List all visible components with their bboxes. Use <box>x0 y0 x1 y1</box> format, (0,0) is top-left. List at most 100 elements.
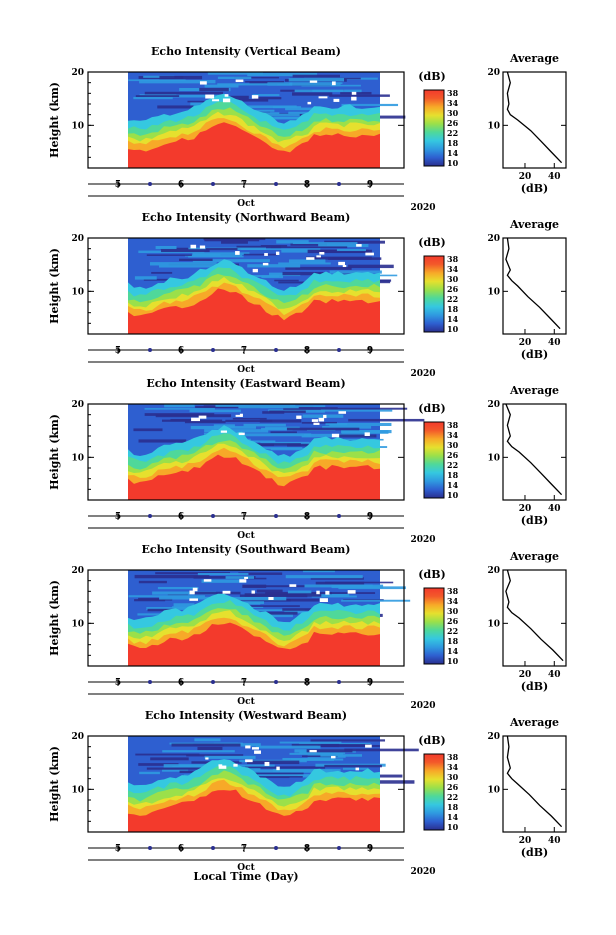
heatmap-streak <box>299 751 346 754</box>
x-tick-label: 6 <box>178 346 184 356</box>
average-y-tick-label: 20 <box>487 68 500 78</box>
colorbar-tick-label: 34 <box>447 596 459 606</box>
colorbar-tick-label: 10 <box>447 158 459 168</box>
heatmap-streak <box>238 572 283 575</box>
axes-frame <box>87 71 405 169</box>
colorbar-tick-label: 26 <box>447 284 459 294</box>
average-profile-line <box>506 71 563 164</box>
colorbar-tick-label: 38 <box>447 752 459 762</box>
missing-data <box>245 759 253 763</box>
half-day-marker <box>274 680 278 684</box>
heatmap-streak <box>179 258 213 262</box>
colorbar-tick-label: 10 <box>447 490 459 500</box>
heatmap-streak <box>188 255 244 258</box>
heatmap-streak <box>269 410 306 413</box>
missing-data <box>251 95 259 99</box>
heatmap-streak <box>179 770 207 773</box>
missing-data <box>254 750 261 754</box>
heatmap-field <box>128 570 411 666</box>
missing-data <box>276 766 280 771</box>
missing-data <box>191 417 201 422</box>
missing-data <box>351 91 357 95</box>
heatmap-streak <box>245 433 312 437</box>
half-day-marker <box>274 514 278 518</box>
heatmap-field <box>128 736 419 832</box>
heatmap-streak <box>305 256 372 260</box>
heatmap-streak <box>286 427 360 431</box>
heatmap-streak <box>155 572 231 575</box>
heatmap-streak <box>344 748 419 752</box>
heatmap-streak <box>260 244 288 247</box>
missing-data <box>251 747 259 750</box>
heatmap-streak <box>274 116 304 120</box>
missing-data <box>331 433 340 438</box>
heatmap-streak <box>207 72 264 75</box>
colorbar <box>423 753 445 831</box>
colorbar-label: (dB) <box>418 402 445 415</box>
heatmap-streak <box>255 745 321 749</box>
colorbar-tick-label: 26 <box>447 782 459 792</box>
heatmap-field <box>128 238 398 334</box>
average-title: Average <box>509 52 559 65</box>
missing-data <box>325 590 330 595</box>
average-x-tick-label: 20 <box>519 504 532 514</box>
year-label: 2020 <box>410 867 435 877</box>
heatmap-streak <box>214 426 256 429</box>
heatmap-streak <box>133 428 163 432</box>
heatmap-streak <box>242 584 267 588</box>
missing-data <box>268 597 274 600</box>
missing-data <box>306 257 315 260</box>
heatmap-streak <box>144 408 215 410</box>
heatmap-streak <box>256 589 283 593</box>
year-label: 2020 <box>410 203 435 213</box>
heatmap-streak <box>270 246 348 249</box>
missing-data <box>203 579 212 582</box>
colorbar-label: (dB) <box>418 568 445 581</box>
heatmap-streak <box>348 264 394 269</box>
heatmap-streak <box>341 599 411 602</box>
heatmap-streak <box>204 429 269 433</box>
missing-data <box>218 764 223 767</box>
colorbar-tick-label: 22 <box>447 128 458 138</box>
missing-data <box>319 251 325 255</box>
heatmap-streak <box>244 593 322 597</box>
heatmap-streak <box>325 423 348 426</box>
half-day-marker <box>148 182 152 186</box>
heatmap-streak <box>179 88 217 92</box>
x-tick-label: 8 <box>304 512 310 522</box>
heatmap-streak <box>243 577 267 580</box>
x-tick-label: 9 <box>367 512 373 522</box>
colorbar-tick-label: 26 <box>447 118 459 128</box>
x-tick-label: 5 <box>115 180 121 190</box>
heatmap-streak <box>138 580 167 584</box>
heatmap-streak <box>134 599 166 602</box>
average-frame <box>502 237 567 335</box>
heatmap-streak <box>193 576 256 579</box>
heatmap-streak <box>223 743 261 747</box>
heatmap-streak <box>149 262 217 266</box>
heatmap-streak <box>217 76 252 79</box>
heatmap-streak <box>310 739 386 742</box>
heatmap-streak <box>288 259 326 263</box>
colorbar-tick-label: 14 <box>447 314 459 324</box>
colorbar-label: (dB) <box>418 236 445 249</box>
missing-data <box>252 268 258 273</box>
missing-data <box>235 414 243 417</box>
heatmap-band-5 <box>128 622 380 666</box>
average-x-label: (dB) <box>521 514 548 527</box>
heatmap-streak <box>348 418 425 422</box>
heatmap-streak <box>291 758 344 761</box>
heatmap-streak <box>245 766 326 769</box>
heatmap-streak <box>197 573 249 576</box>
heatmap-streak <box>234 447 303 450</box>
y-tick-label: 20 <box>71 68 84 78</box>
missing-data <box>316 255 321 258</box>
heatmap-streak <box>159 75 203 80</box>
colorbar <box>423 421 445 499</box>
colorbar-tick-label: 30 <box>447 274 459 284</box>
heatmap-streak <box>261 427 293 431</box>
missing-data <box>356 244 362 247</box>
heatmap-streak <box>274 279 299 282</box>
average-x-label: (dB) <box>521 846 548 859</box>
heatmap-streak <box>292 74 340 78</box>
